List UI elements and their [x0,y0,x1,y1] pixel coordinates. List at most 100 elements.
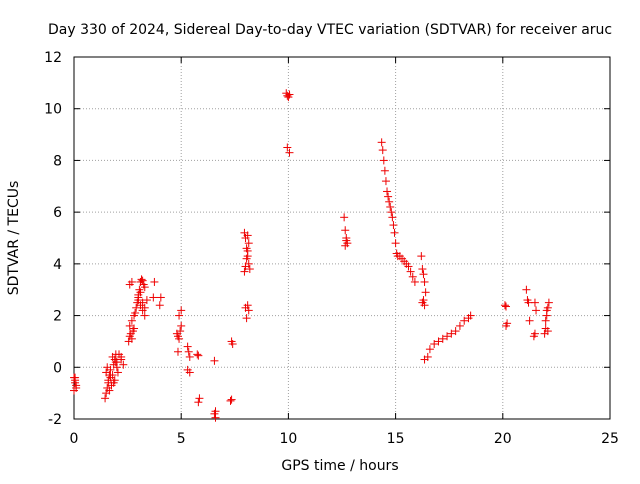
data-point [132,303,141,312]
data-point [140,283,149,292]
y-tick-label: 12 [44,50,62,66]
data-point [386,202,395,211]
data-point [408,272,417,281]
data-point [389,221,398,230]
data-point [211,407,220,416]
data-point [455,321,464,330]
x-tick-label: 0 [70,431,79,447]
data-point [119,360,128,369]
data-point [108,352,117,361]
x-tick-label: 15 [387,431,405,447]
data-point [228,340,237,349]
data-point [530,298,539,307]
data-point [419,270,428,279]
x-tick-label: 5 [177,431,186,447]
data-point [406,267,415,276]
data-point [184,347,193,356]
data-point [388,213,397,222]
data-point [387,208,396,217]
data-point [195,394,204,403]
data-point [544,298,553,307]
data-point [244,259,253,268]
data-point [443,332,452,341]
x-tick-label: 25 [601,431,619,447]
data-point [384,192,393,201]
data-point [177,321,186,330]
data-point [243,252,252,261]
data-point [194,351,203,360]
data-point [175,334,184,343]
data-point [379,156,388,165]
data-point [175,311,184,320]
x-tick-label: 10 [279,431,297,447]
data-point [71,373,80,382]
data-point [103,363,112,372]
y-axis-label: SDTVAR / TECUs [6,181,22,296]
data-point [177,306,186,315]
data-point [185,352,194,361]
data-point [155,301,164,310]
data-point [125,321,134,330]
data-point [541,316,550,325]
data-point [127,277,136,286]
data-point [380,166,389,175]
data-point [140,303,149,312]
data-point [138,298,147,307]
data-point [210,356,219,365]
data-point [385,197,394,206]
y-tick-label: 10 [44,102,62,118]
data-point [227,395,236,404]
data-point [434,337,443,346]
data-point [377,138,386,147]
data-point [243,301,252,310]
grid-lines [74,57,610,419]
data-point [242,244,251,253]
data-point [156,293,165,302]
data-point [383,187,392,196]
data-point [112,363,121,372]
data-points [70,89,553,422]
y-tick-label: 0 [53,360,62,376]
data-point [342,236,351,245]
data-point [285,148,294,157]
y-tick-label: 4 [53,257,62,273]
data-point [150,277,159,286]
data-point [525,316,534,325]
data-point [391,239,400,248]
data-point [127,316,136,325]
data-point [194,398,203,407]
data-point [447,329,456,338]
data-point [460,316,469,325]
data-point [418,265,427,274]
data-point [127,334,136,343]
data-point [136,288,145,297]
y-tick-label: -2 [48,412,62,428]
data-point [438,334,447,343]
data-point [70,386,78,395]
data-point [532,306,541,315]
data-point [285,90,294,99]
data-point [340,213,349,222]
data-point [425,345,434,354]
data-point [111,358,120,367]
chart-title: Day 330 of 2024, Sidereal Day-to-day VTE… [48,22,612,38]
data-point [113,368,122,377]
data-point [423,352,432,361]
data-point [117,352,126,361]
data-point [105,386,114,395]
data-point [149,293,158,302]
data-point [418,298,427,307]
data-point [140,311,149,320]
data-point [108,371,117,380]
data-point [72,381,81,390]
data-point [420,277,429,286]
y-tick-label: 2 [53,309,62,325]
data-point [430,340,439,349]
data-point [102,368,111,377]
data-point [244,306,253,315]
data-point [142,296,151,305]
data-point [193,350,202,359]
data-point [381,177,390,186]
